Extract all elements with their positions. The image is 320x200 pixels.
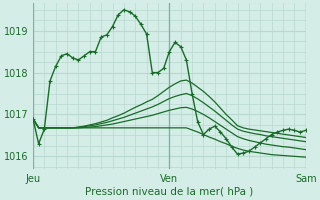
X-axis label: Pression niveau de la mer( hPa ): Pression niveau de la mer( hPa ) [85,187,253,197]
